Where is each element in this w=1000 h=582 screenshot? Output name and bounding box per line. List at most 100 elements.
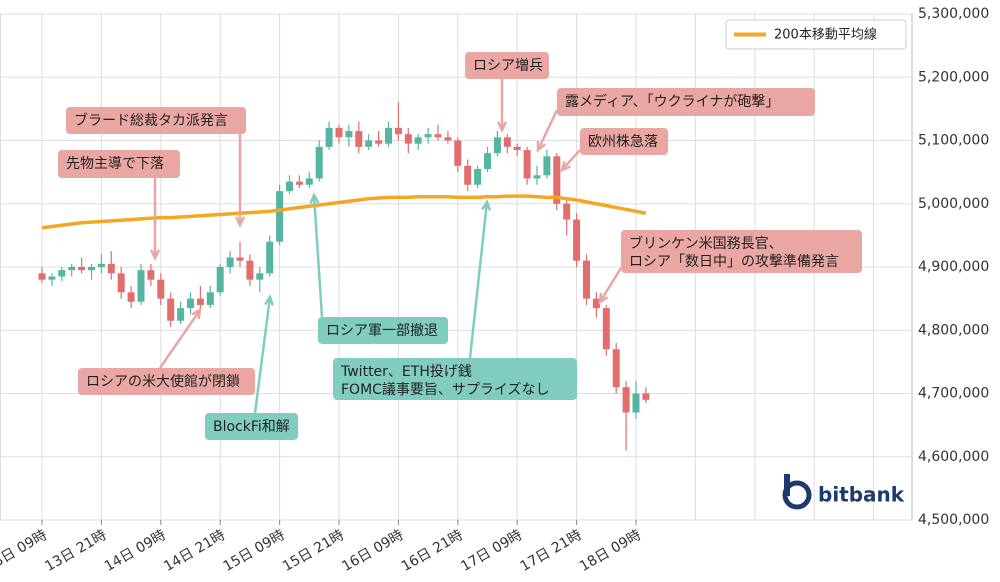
candle-body (622, 387, 630, 413)
candle-body (276, 191, 284, 242)
annotation-text: ロシア「数日中」の攻撃準備発言 (629, 254, 839, 270)
candle-body (375, 140, 383, 144)
candle-body (394, 127, 402, 135)
annotation-arrowhead (191, 307, 202, 320)
annotation-text: 先物主導で下落 (66, 156, 164, 172)
x-tick-label: 13日 09時 (0, 527, 50, 575)
annotation-text: 露メディア、「ウクライナが砲撃」 (565, 93, 779, 110)
candle-body (424, 134, 432, 138)
candle-body (464, 165, 472, 185)
candle-body (127, 292, 135, 302)
candle-body (177, 308, 185, 321)
annotation-text: BlockFi和解 (213, 419, 290, 435)
annotation-arrowhead (536, 140, 546, 153)
annotation: BlockFi和解 (205, 294, 298, 440)
annotation-arrowhead (264, 294, 275, 306)
candle-body (444, 137, 452, 141)
candle-body (157, 279, 165, 299)
logo-icon (784, 474, 790, 496)
candle-body (385, 127, 392, 144)
x-tick-label: 15日 09時 (221, 527, 288, 575)
candle-body (513, 146, 521, 150)
candle-body (543, 156, 551, 176)
annotation-arrow (312, 194, 324, 318)
candle-body (305, 178, 313, 185)
candle-body (612, 349, 620, 388)
candle-body (434, 134, 442, 138)
candle-body (167, 298, 175, 321)
annotation-text: ブリンケン米国務長官、 (629, 235, 783, 252)
annotation: 欧州株急落 (560, 128, 668, 173)
candle-body (147, 270, 155, 280)
annotation-box (66, 107, 246, 134)
annotation-box (465, 52, 549, 79)
logo-text: bitbank (818, 483, 905, 507)
candle-body (563, 203, 571, 220)
annotation-arrowhead (496, 121, 508, 133)
candle-body (573, 219, 581, 261)
annotation-text: FOMC議事要旨、サプライズなし (341, 381, 550, 398)
candle-body (216, 267, 224, 293)
annotation-arrowhead (149, 249, 161, 261)
candle-body (88, 267, 95, 271)
y-tick-label: 4,800,000 (918, 322, 989, 338)
candle-body (137, 270, 145, 302)
annotation: 露メディア、「ウクライナが砲撃」 (536, 88, 815, 153)
annotation-arrow (536, 109, 559, 151)
candle-body (256, 273, 264, 280)
candle-body (602, 308, 610, 350)
candle-body (107, 263, 115, 274)
annotation: 先物主導で下落 (58, 150, 180, 261)
legend: 200本移動平均線 (725, 19, 907, 50)
annotation-box (580, 128, 668, 155)
annotation-arrowhead (234, 216, 246, 228)
annotation-text: 欧州株急落 (588, 134, 658, 150)
annotation-arrow (561, 149, 581, 171)
candle-body (493, 137, 501, 154)
candle-body (642, 393, 650, 400)
candle-body (365, 140, 373, 147)
x-tick-label: 16日 09時 (339, 527, 406, 575)
candle-body (454, 140, 462, 166)
annotation-box (318, 317, 448, 344)
annotation-arrowhead (598, 292, 609, 305)
y-tick-label: 5,000,000 (918, 196, 989, 212)
candle-body (484, 153, 491, 169)
legend-box (725, 19, 907, 50)
moving-average-line (41, 194, 647, 230)
annotation-text: ブラード総裁タカ派発言 (74, 112, 228, 129)
candle-body (48, 276, 56, 280)
annotation-box (557, 88, 815, 116)
x-tick-label: 17日 21時 (518, 527, 585, 575)
candle-body (325, 127, 333, 147)
candle-body (78, 267, 86, 271)
annotation-box (621, 230, 862, 273)
annotation: ブラード総裁タカ派発言 (66, 107, 246, 228)
candle-body (246, 260, 254, 280)
candle-body (533, 175, 541, 179)
candle-body (345, 131, 353, 138)
candle-body (236, 257, 244, 261)
annotation-box (333, 358, 577, 400)
x-tick-label: 17日 09時 (458, 527, 525, 575)
candle-body (414, 137, 422, 144)
y-tick-label: 5,200,000 (918, 69, 989, 85)
annotation-box (58, 150, 180, 178)
candle-body (196, 298, 204, 305)
y-tick-label: 4,600,000 (918, 449, 989, 465)
annotation-arrowhead (309, 192, 320, 204)
candle-body (553, 156, 561, 204)
logo: bitbank (782, 474, 905, 510)
candle-body (474, 168, 482, 185)
x-tick-label: 16日 21時 (399, 527, 466, 575)
candle-body (404, 134, 412, 144)
annotation-arrowhead (481, 199, 492, 211)
annotation-arrow (598, 267, 623, 303)
annotation: ロシア増兵 (465, 52, 549, 133)
candle-body (58, 270, 66, 277)
candle-body (355, 131, 363, 147)
candle-body (632, 393, 640, 413)
annotation: ブリンケン米国務長官、ロシア「数日中」の攻撃準備発言 (598, 230, 862, 305)
